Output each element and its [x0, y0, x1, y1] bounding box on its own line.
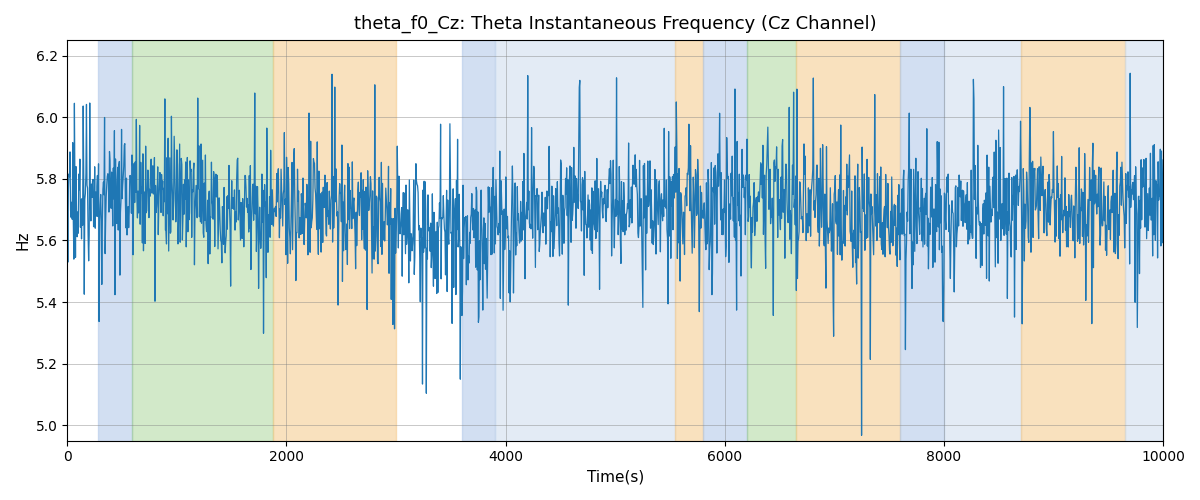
Bar	[132, 40, 274, 440]
Bar	[746, 40, 796, 440]
Bar	[98, 40, 132, 440]
Bar	[944, 40, 1021, 440]
Bar	[676, 40, 703, 440]
X-axis label: Time(s): Time(s)	[587, 470, 643, 485]
Bar	[494, 40, 676, 440]
Bar	[900, 40, 944, 440]
Bar	[1124, 40, 1163, 440]
Bar	[1021, 40, 1124, 440]
Bar	[462, 40, 494, 440]
Bar	[274, 40, 396, 440]
Y-axis label: Hz: Hz	[16, 230, 30, 250]
Bar	[703, 40, 746, 440]
Title: theta_f0_Cz: Theta Instantaneous Frequency (Cz Channel): theta_f0_Cz: Theta Instantaneous Frequen…	[354, 15, 876, 34]
Bar	[796, 40, 900, 440]
